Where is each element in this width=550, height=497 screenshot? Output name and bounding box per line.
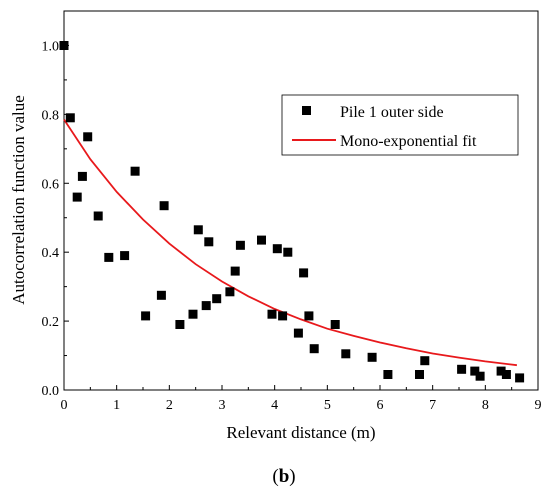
data-point xyxy=(501,370,511,379)
data-point xyxy=(457,364,467,374)
data-point xyxy=(309,344,319,354)
data-point xyxy=(159,201,169,211)
data-point xyxy=(257,235,266,245)
data-point xyxy=(341,349,351,359)
legend: Pile 1 outer side Mono-exponential fit xyxy=(281,94,519,156)
y-tick-label: 0.0 xyxy=(42,384,60,399)
data-point xyxy=(130,166,140,176)
data-point xyxy=(65,113,75,123)
x-tick-label: 1 xyxy=(113,398,120,413)
data-point xyxy=(120,251,130,261)
data-point xyxy=(304,311,314,321)
fit-curve-layer xyxy=(63,119,518,367)
data-point xyxy=(104,252,114,262)
data-point xyxy=(201,301,211,311)
data-point xyxy=(293,328,303,338)
legend-label-fit: Mono-exponential fit xyxy=(340,133,477,150)
data-point xyxy=(272,244,282,254)
caption-close: ) xyxy=(289,466,295,487)
caption-letter: b xyxy=(279,466,290,487)
fit-curve-line xyxy=(63,119,518,367)
data-point xyxy=(299,268,309,278)
data-point xyxy=(330,320,340,329)
data-point xyxy=(235,240,245,250)
figure-caption: (b) xyxy=(272,466,295,487)
tick-labels: 0 1 2 3 4 5 6 7 8 9 0.0 0.2 0.4 0.6 0.8 1.0 xyxy=(42,39,542,413)
data-point xyxy=(225,287,235,297)
y-tick-label: 0.4 xyxy=(42,246,60,261)
data-point xyxy=(415,370,424,379)
y-tick-label: 0.6 xyxy=(42,177,60,192)
x-tick-label: 3 xyxy=(219,398,226,413)
data-point xyxy=(230,266,240,276)
data-point xyxy=(367,352,377,362)
y-tick-label: 1.0 xyxy=(42,39,60,54)
data-point xyxy=(141,311,151,321)
data-point xyxy=(267,309,277,319)
data-point xyxy=(83,132,93,142)
x-tick-label: 0 xyxy=(61,398,68,413)
y-tick-label: 0.8 xyxy=(42,108,60,123)
x-tick-label: 5 xyxy=(324,398,331,413)
data-point xyxy=(72,192,82,202)
legend-box xyxy=(281,94,519,156)
caption-open: ( xyxy=(272,466,278,487)
data-point xyxy=(515,373,525,383)
data-point xyxy=(278,311,288,321)
x-tick-label: 6 xyxy=(377,398,384,413)
data-point xyxy=(283,247,293,257)
legend-marker-square xyxy=(302,106,311,115)
data-point xyxy=(475,371,485,381)
y-tick-label: 0.2 xyxy=(42,315,60,330)
x-tick-label: 7 xyxy=(429,398,436,413)
data-point xyxy=(93,211,103,221)
data-point xyxy=(156,290,166,300)
data-point xyxy=(496,366,506,376)
data-point xyxy=(188,309,198,319)
x-tick-label: 2 xyxy=(166,398,173,413)
scatter-points-layer xyxy=(59,41,525,383)
x-axis-label: Relevant distance (m) xyxy=(226,423,375,442)
data-point xyxy=(193,225,203,235)
data-point xyxy=(470,366,480,376)
y-axis-label: Autocorrelation function value xyxy=(9,95,28,305)
data-point xyxy=(175,320,185,329)
x-tick-label: 4 xyxy=(271,398,278,413)
legend-label-scatter: Pile 1 outer side xyxy=(340,104,444,121)
data-point xyxy=(420,356,430,366)
data-point xyxy=(212,294,222,304)
data-point xyxy=(204,237,214,247)
data-point xyxy=(383,370,393,379)
x-tick-label: 8 xyxy=(482,398,489,413)
x-tick-label: 9 xyxy=(535,398,542,413)
data-point xyxy=(59,41,69,50)
data-point xyxy=(77,171,87,181)
